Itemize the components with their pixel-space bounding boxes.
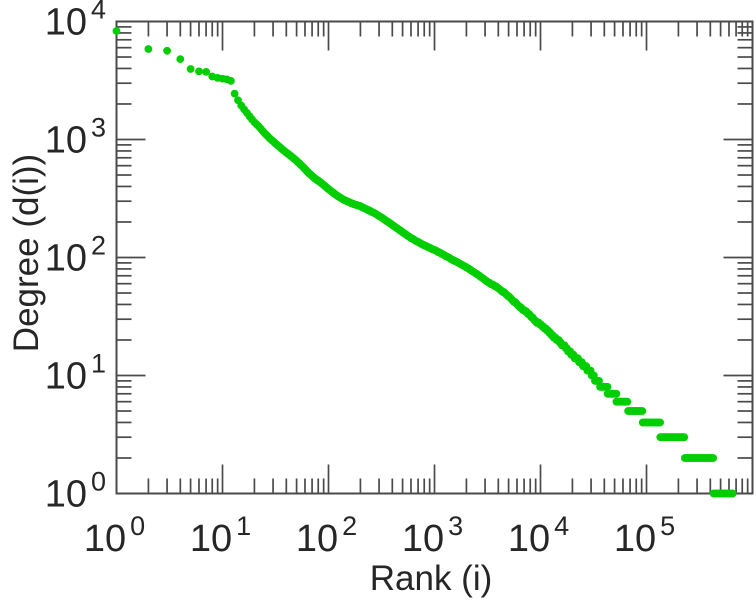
svg-text:100: 10 0 — [84, 511, 145, 560]
svg-text:102: 10 2 — [45, 231, 106, 280]
svg-text:103: 10 3 — [45, 113, 106, 162]
svg-text:103: 10 3 — [402, 511, 463, 560]
svg-text:100: 10 0 — [45, 467, 106, 516]
tick-labels: 10 0 10 1 10 2 10 3 10 4 10 5 10 0 10 1 10 2 10 3 10 4 — [45, 0, 675, 560]
svg-text:101: 10 1 — [45, 349, 106, 398]
svg-text:104: 10 4 — [45, 0, 106, 44]
svg-text:105: 10 5 — [614, 511, 675, 560]
y-axis-title: Degree (d(i)) — [7, 153, 46, 353]
axis-ticks — [115, 20, 754, 495]
svg-text:101: 10 1 — [190, 511, 251, 560]
svg-text:102: 10 2 — [296, 511, 357, 560]
svg-text:104: 10 4 — [508, 511, 569, 560]
data-points — [112, 27, 737, 498]
plot-frame — [115, 20, 754, 495]
x-axis-title: Rank (i) — [369, 559, 493, 598]
